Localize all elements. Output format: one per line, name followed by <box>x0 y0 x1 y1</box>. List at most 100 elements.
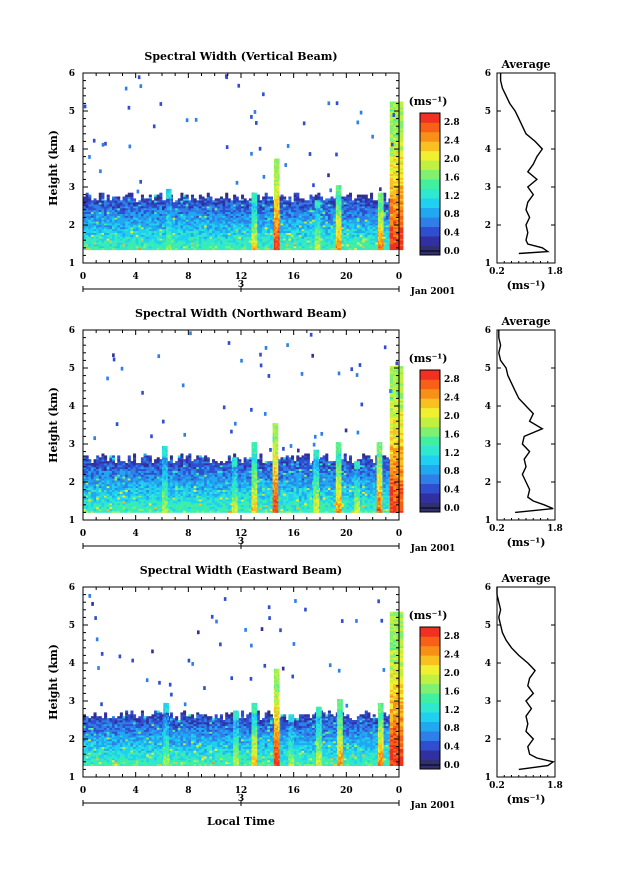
heatmap-cell <box>183 228 187 232</box>
heatmap-cell <box>364 194 368 197</box>
heatmap-cell <box>135 238 139 241</box>
heatmap-cell <box>122 207 126 211</box>
heatmap-cell <box>98 194 102 197</box>
heatmap-cell <box>269 204 273 207</box>
heatmap-cell <box>201 240 205 243</box>
heatmap-cell <box>283 217 287 220</box>
heatmap-cell <box>204 236 208 239</box>
heatmap-cell <box>246 230 250 233</box>
heatmap-cell <box>248 240 252 243</box>
heatmap-cell <box>225 198 229 201</box>
heatmap-cell <box>283 242 287 245</box>
heatmap-cell <box>264 226 268 230</box>
heatmap-cell <box>140 244 144 247</box>
heatmap-cell <box>143 202 147 205</box>
heatmap-cell <box>117 234 121 237</box>
heatmap-cell <box>140 200 144 203</box>
heatmap-cell <box>267 217 271 220</box>
heatmap-cell <box>109 234 113 237</box>
heatmap-cell <box>283 209 287 213</box>
heatmap-cell <box>288 204 292 207</box>
heatmap-cell <box>119 226 123 230</box>
heatmap-cell <box>156 238 160 241</box>
heatmap-cell <box>177 221 181 224</box>
heatmap-cell <box>156 196 160 199</box>
heatmap-cell <box>222 236 226 239</box>
heatmap-cell <box>193 225 197 228</box>
heatmap-cell <box>267 232 271 235</box>
heatmap-cell <box>172 226 176 230</box>
heatmap-cell <box>206 232 210 235</box>
heatmap-cell <box>154 194 158 197</box>
heatmap-cell <box>122 206 126 209</box>
heatmap-cell <box>259 215 263 218</box>
heatmap-cell <box>146 204 150 207</box>
heatmap-cell <box>204 215 208 218</box>
colorbar-swatch <box>420 141 440 152</box>
heatmap-cell <box>193 211 197 214</box>
heatmap-cell <box>238 234 242 237</box>
heatmap-cell <box>259 223 263 226</box>
heatmap-cell <box>130 217 134 220</box>
heatmap-cell <box>246 206 250 209</box>
heatmap-cell <box>138 206 142 209</box>
heatmap-cell <box>114 204 118 207</box>
heatmap-cell <box>172 215 176 218</box>
heatmap-cell <box>241 245 245 249</box>
heatmap-cell <box>196 245 200 249</box>
heatmap-cell <box>291 230 295 233</box>
heatmap-cell <box>283 215 287 218</box>
heatmap-cell <box>138 242 142 245</box>
heatmap-cell <box>259 200 263 203</box>
heatmap-cell <box>256 245 260 249</box>
heatmap-cell <box>98 247 102 251</box>
heatmap-cell <box>185 207 189 211</box>
heatmap-cell <box>214 232 218 235</box>
heatmap-cell <box>109 230 113 233</box>
heatmap-cell <box>127 228 131 232</box>
heatmap-cell <box>209 236 213 239</box>
colorbar-unit-label: (ms⁻¹) <box>409 95 448 108</box>
heatmap-cell <box>130 234 134 237</box>
heatmap-cell <box>269 228 273 232</box>
heatmap-cells <box>83 331 404 513</box>
heatmap-cell <box>269 240 273 243</box>
heatmap-cell <box>125 196 129 199</box>
heatmap-cell <box>243 204 247 207</box>
heatmap-cell <box>96 236 100 239</box>
heatmap-cell <box>241 234 245 237</box>
heatmap-cell <box>159 221 163 224</box>
heatmap-cell <box>83 234 87 237</box>
heatmap-cell <box>106 209 110 213</box>
heatmap-cell <box>370 192 374 195</box>
heatmap-cell <box>233 202 237 205</box>
heatmap-cell <box>235 232 239 235</box>
heatmap-cell <box>188 223 192 226</box>
heatmap-cell <box>243 225 247 228</box>
heatmap-cell <box>143 209 147 213</box>
heatmap-cell <box>154 200 158 203</box>
heatmap-cell <box>119 230 123 233</box>
heatmap-cell <box>156 211 160 214</box>
heatmap-cell <box>280 221 284 224</box>
colorbar-tick-label: 0.0 <box>444 247 460 257</box>
heatmap-cell <box>122 245 126 249</box>
heatmap-cell <box>104 202 108 205</box>
heatmap-cell <box>296 192 300 195</box>
heatmap-cell <box>183 196 187 199</box>
heatmap-cell <box>122 240 126 243</box>
heatmap-cell <box>156 217 160 220</box>
heatmap-cell <box>133 202 137 205</box>
heatmap-cell <box>109 217 113 220</box>
heatmap-cell <box>101 238 105 241</box>
heatmap-cell <box>130 228 134 232</box>
heatmap-cell <box>235 209 239 213</box>
heatmap-cell <box>83 204 87 207</box>
heatmap-cell <box>175 215 179 218</box>
heatmap-cell <box>285 232 289 235</box>
heatmap-cell <box>225 225 229 228</box>
heatmap-cell <box>267 211 271 214</box>
heatmap-cell <box>267 245 271 249</box>
heatmap-cell <box>204 226 208 230</box>
heatmap-cell <box>201 244 205 247</box>
